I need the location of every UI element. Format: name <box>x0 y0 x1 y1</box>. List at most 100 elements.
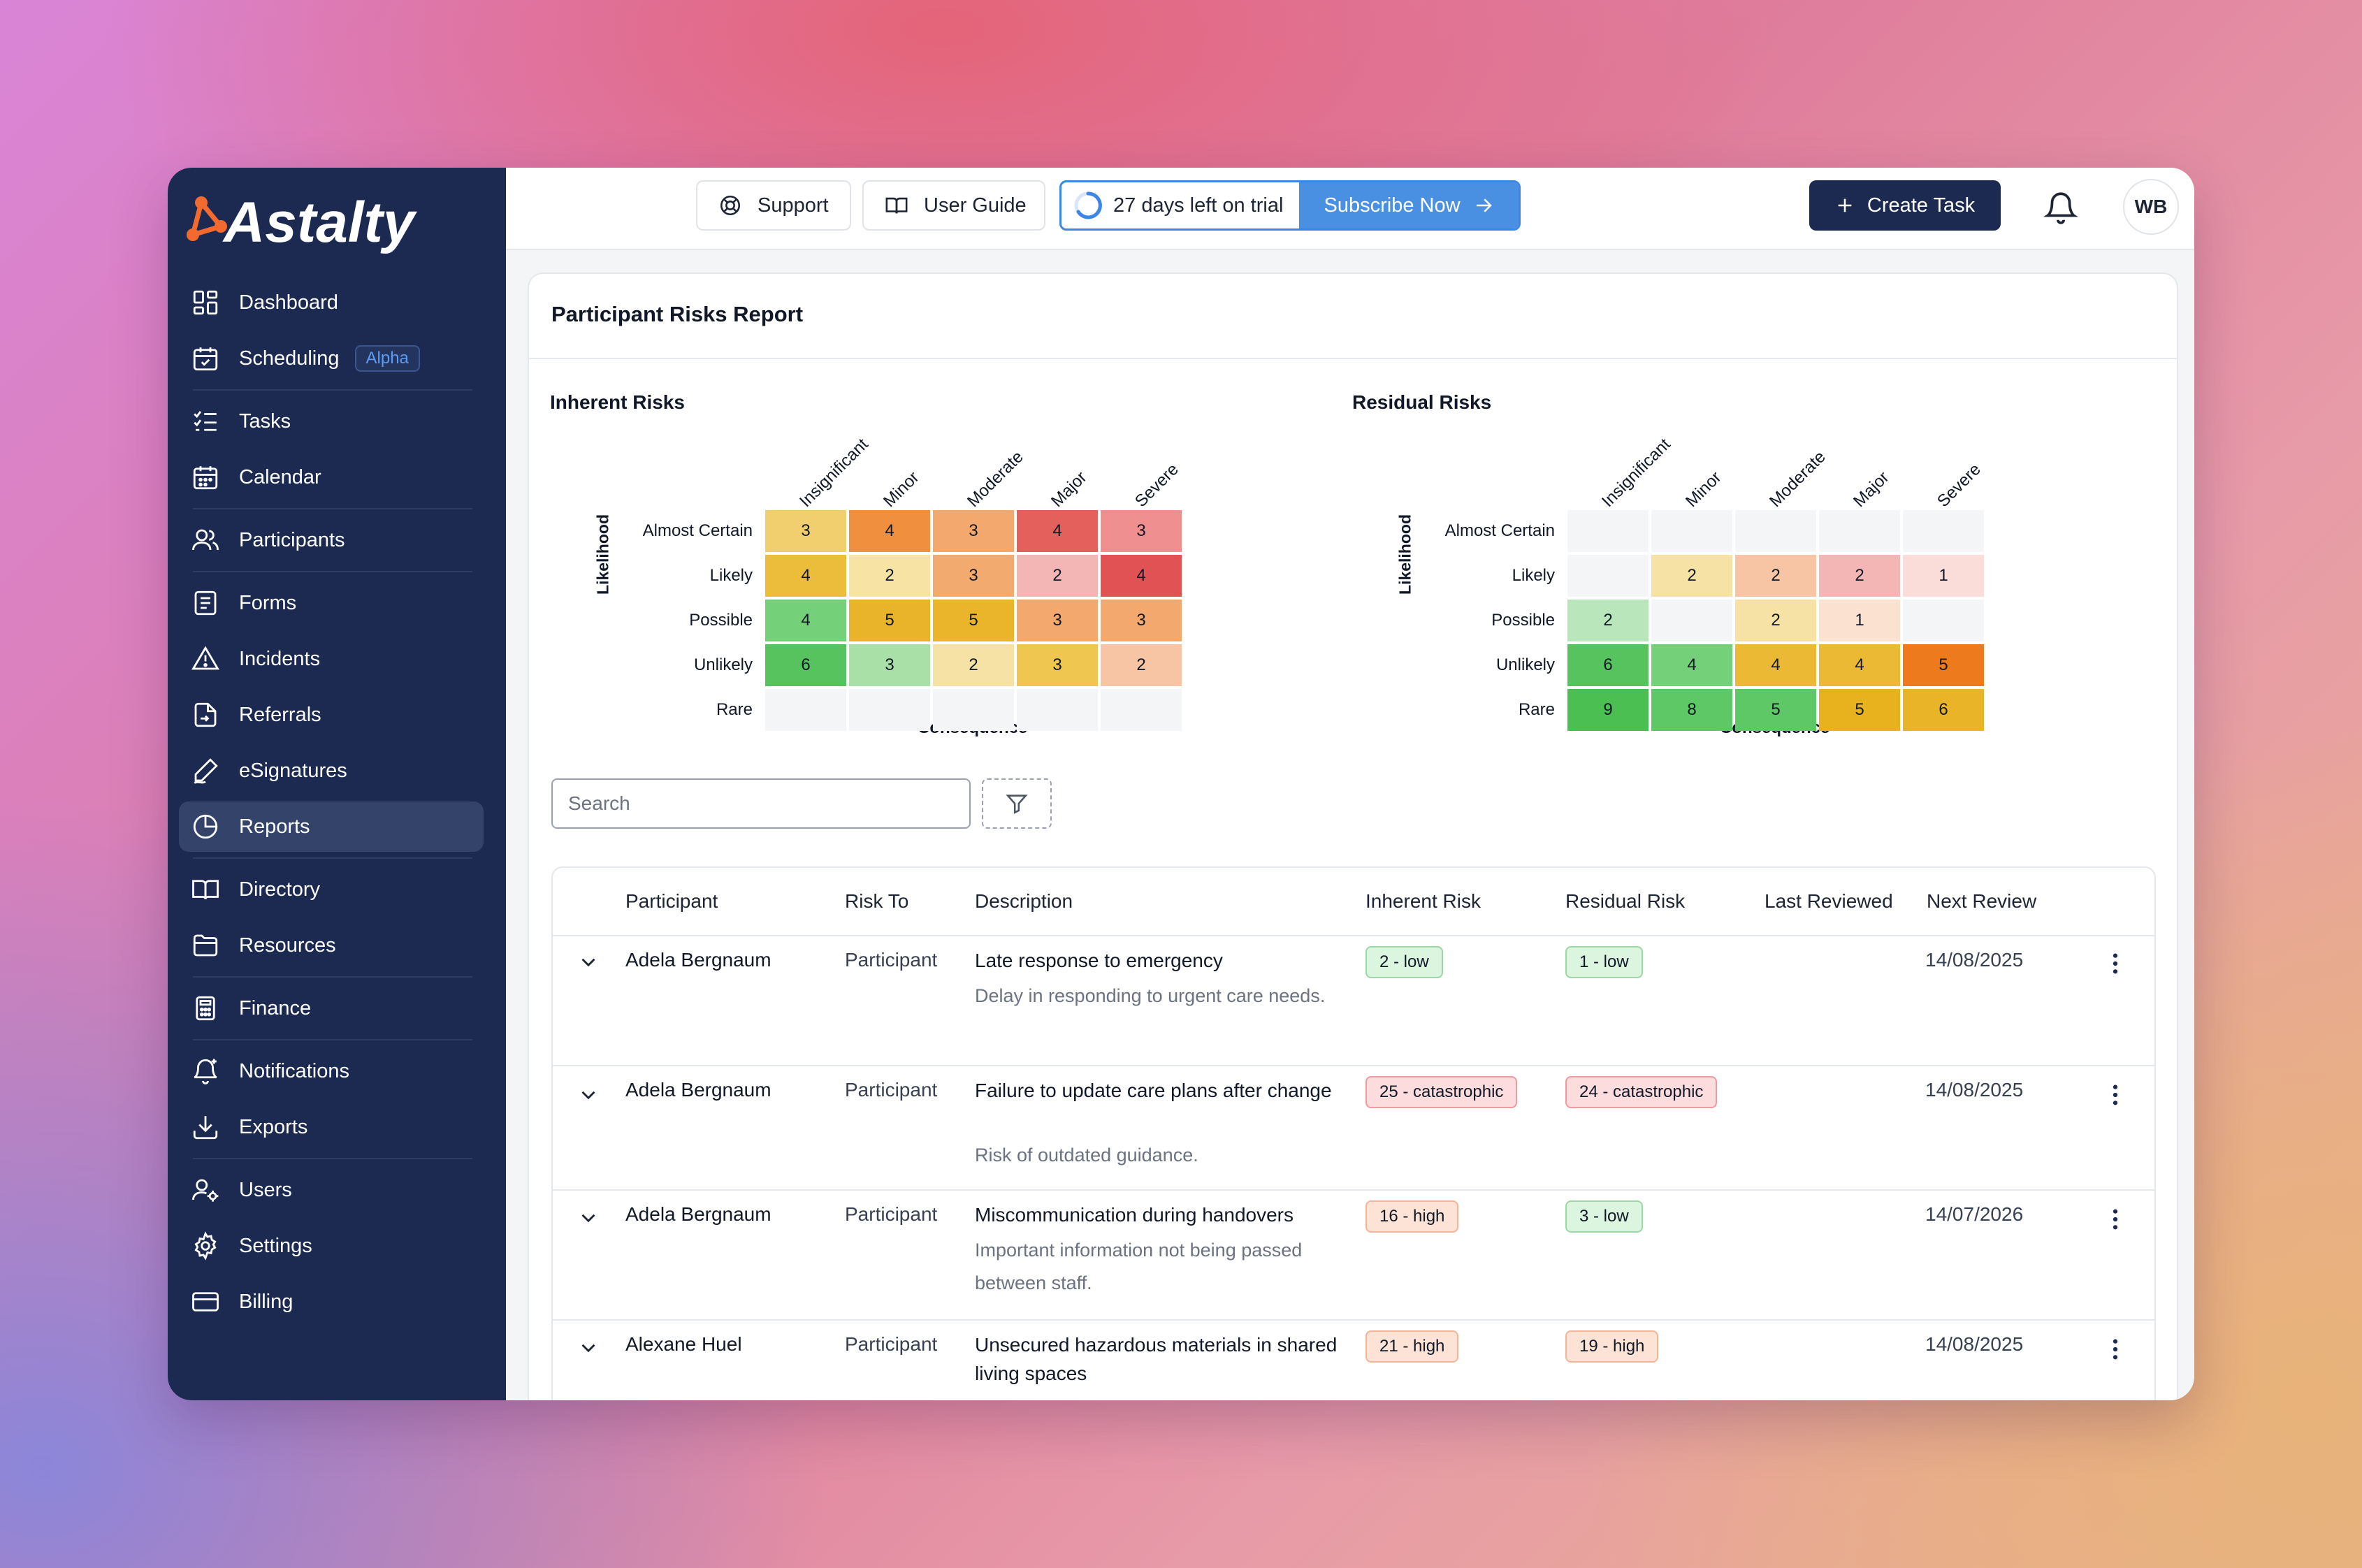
matrix-cell[interactable]: 5 <box>1903 644 1984 686</box>
chevron-down-icon[interactable] <box>577 1083 600 1107</box>
column-header-participant[interactable]: Participant <box>625 890 718 912</box>
matrix-cell[interactable]: 5 <box>933 600 1014 641</box>
more-vertical-icon[interactable] <box>2108 1083 2122 1107</box>
matrix-cell[interactable]: 5 <box>1819 689 1900 731</box>
matrix-cell[interactable]: 8 <box>1651 689 1732 731</box>
matrix-cell[interactable]: 2 <box>1101 644 1182 686</box>
matrix-cell[interactable]: 2 <box>849 555 930 597</box>
sidebar-item-tasks[interactable]: Tasks <box>179 396 484 447</box>
search-input[interactable] <box>551 778 971 829</box>
matrix-cell[interactable]: 3 <box>1017 644 1098 686</box>
table-row[interactable]: Adela Bergnaum Participant Late response… <box>553 936 2154 1066</box>
matrix-cell[interactable]: 6 <box>1903 689 1984 731</box>
matrix-cell[interactable] <box>933 689 1014 731</box>
matrix-cell[interactable]: 2 <box>1735 555 1816 597</box>
user-guide-button[interactable]: User Guide <box>862 180 1045 231</box>
user-avatar[interactable]: WB <box>2123 179 2179 235</box>
bell-icon[interactable] <box>2043 187 2078 226</box>
matrix-cell[interactable] <box>1651 600 1732 641</box>
matrix-cell[interactable] <box>1017 689 1098 731</box>
matrix-cell[interactable]: 2 <box>1567 600 1649 641</box>
support-button[interactable]: Support <box>696 180 851 231</box>
sidebar-item-participants[interactable]: Participants <box>179 515 484 565</box>
sidebar-item-notifications[interactable]: Notifications <box>179 1046 484 1096</box>
sidebar-item-resources[interactable]: Resources <box>179 920 484 971</box>
participant-name[interactable]: Adela Bergnaum <box>625 1079 771 1101</box>
table-row[interactable]: Adela Bergnaum Participant Failure to up… <box>553 1066 2154 1191</box>
chevron-down-icon[interactable] <box>577 950 600 974</box>
matrix-cell[interactable]: 4 <box>1819 644 1900 686</box>
sidebar-item-users[interactable]: Users <box>179 1165 484 1215</box>
subscribe-now-button[interactable]: Subscribe Now <box>1299 182 1519 228</box>
matrix-cell[interactable] <box>1567 510 1649 552</box>
matrix-cell[interactable]: 4 <box>1101 555 1182 597</box>
chevron-down-icon[interactable] <box>577 1206 600 1230</box>
matrix-cell[interactable]: 3 <box>1101 510 1182 552</box>
sidebar-item-reports[interactable]: Reports <box>179 801 484 852</box>
sidebar-item-esignatures[interactable]: eSignatures <box>179 746 484 796</box>
participant-name[interactable]: Alexane Huel <box>625 1333 742 1355</box>
matrix-cell[interactable]: 2 <box>1819 555 1900 597</box>
column-header-description[interactable]: Description <box>975 890 1073 912</box>
matrix-cell[interactable] <box>1101 689 1182 731</box>
create-task-button[interactable]: Create Task <box>1809 180 2001 231</box>
more-vertical-icon[interactable] <box>2108 1337 2122 1361</box>
matrix-cell[interactable]: 2 <box>1017 555 1098 597</box>
matrix-cell[interactable]: 6 <box>1567 644 1649 686</box>
matrix-cell[interactable] <box>849 689 930 731</box>
matrix-cell[interactable] <box>1903 600 1984 641</box>
column-header-residual-risk[interactable]: Residual Risk <box>1565 890 1686 912</box>
sidebar-item-dashboard[interactable]: Dashboard <box>179 277 484 328</box>
matrix-cell[interactable] <box>1567 555 1649 597</box>
column-header-next-review[interactable]: Next Review <box>1927 890 2037 912</box>
column-header-last-reviewed[interactable]: Last Reviewed <box>1765 890 1893 912</box>
sidebar-item-referrals[interactable]: Referrals <box>179 690 484 740</box>
participant-name[interactable]: Adela Bergnaum <box>625 1203 771 1225</box>
column-header-risk-to[interactable]: Risk To <box>845 890 909 912</box>
matrix-cell[interactable]: 9 <box>1567 689 1649 731</box>
matrix-cell[interactable]: 3 <box>933 510 1014 552</box>
sidebar-item-exports[interactable]: Exports <box>179 1102 484 1152</box>
column-header-inherent-risk[interactable]: Inherent Risk <box>1365 890 1481 912</box>
matrix-cell[interactable]: 4 <box>1651 644 1732 686</box>
matrix-cell[interactable] <box>765 689 846 731</box>
sidebar-item-billing[interactable]: Billing <box>179 1277 484 1327</box>
matrix-cell[interactable] <box>1903 510 1984 552</box>
matrix-cell[interactable]: 5 <box>1735 689 1816 731</box>
astalty-logo[interactable]: Astalty <box>180 180 474 257</box>
sidebar-item-forms[interactable]: Forms <box>179 578 484 628</box>
matrix-cell[interactable]: 4 <box>765 555 846 597</box>
matrix-cell[interactable]: 4 <box>1735 644 1816 686</box>
matrix-cell[interactable]: 2 <box>933 644 1014 686</box>
sidebar-item-directory[interactable]: Directory <box>179 864 484 915</box>
matrix-cell[interactable] <box>1735 510 1816 552</box>
filter-button[interactable] <box>982 778 1052 829</box>
matrix-cell[interactable]: 2 <box>1735 600 1816 641</box>
sidebar-item-incidents[interactable]: Incidents <box>179 634 484 684</box>
more-vertical-icon[interactable] <box>2108 1207 2122 1231</box>
table-row[interactable]: Alexane Huel Participant Unsecured hazar… <box>553 1321 2154 1400</box>
matrix-cell[interactable] <box>1819 510 1900 552</box>
matrix-cell[interactable]: 5 <box>849 600 930 641</box>
sidebar-item-scheduling[interactable]: Scheduling Alpha <box>179 333 484 384</box>
more-vertical-icon[interactable] <box>2108 952 2122 975</box>
matrix-cell[interactable]: 6 <box>765 644 846 686</box>
matrix-cell[interactable]: 4 <box>765 600 846 641</box>
matrix-cell[interactable]: 1 <box>1903 555 1984 597</box>
matrix-cell[interactable]: 3 <box>1101 600 1182 641</box>
sidebar-item-calendar[interactable]: Calendar <box>179 452 484 502</box>
matrix-cell[interactable]: 2 <box>1651 555 1732 597</box>
matrix-cell[interactable]: 3 <box>765 510 846 552</box>
sidebar-item-finance[interactable]: Finance <box>179 983 484 1033</box>
matrix-cell[interactable]: 1 <box>1819 600 1900 641</box>
matrix-cell[interactable]: 3 <box>933 555 1014 597</box>
sidebar-item-settings[interactable]: Settings <box>179 1221 484 1271</box>
matrix-cell[interactable] <box>1651 510 1732 552</box>
chevron-down-icon[interactable] <box>577 1336 600 1360</box>
participant-name[interactable]: Adela Bergnaum <box>625 949 771 971</box>
matrix-cell[interactable]: 4 <box>1017 510 1098 552</box>
matrix-cell[interactable]: 3 <box>849 644 930 686</box>
matrix-cell[interactable]: 4 <box>849 510 930 552</box>
matrix-cell[interactable]: 3 <box>1017 600 1098 641</box>
table-row[interactable]: Adela Bergnaum Participant Miscommunicat… <box>553 1191 2154 1321</box>
